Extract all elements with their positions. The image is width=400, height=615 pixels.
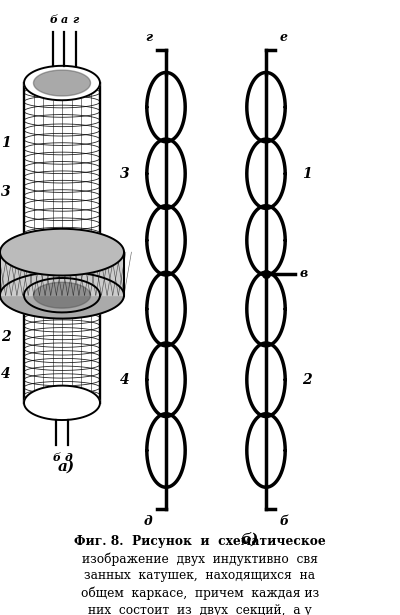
Text: б): б) — [241, 532, 259, 546]
Text: г: г — [72, 14, 79, 25]
Text: занных  катушек,  находящихся  на: занных катушек, находящихся на — [84, 569, 316, 582]
Text: 2: 2 — [302, 373, 312, 387]
Polygon shape — [24, 66, 100, 100]
Text: 1: 1 — [302, 167, 312, 181]
Text: изображение  двух  индуктивно  свя: изображение двух индуктивно свя — [82, 552, 318, 566]
Polygon shape — [34, 282, 90, 308]
Text: 1: 1 — [1, 136, 11, 150]
Text: б: б — [49, 14, 57, 25]
Text: 4: 4 — [1, 367, 11, 381]
Text: г: г — [145, 31, 152, 44]
Text: 3: 3 — [1, 185, 11, 199]
Text: общем  каркасе,  причем  каждая из: общем каркасе, причем каждая из — [81, 587, 319, 600]
Text: а): а) — [58, 460, 74, 474]
Text: них  состоит  из  двух  секций,  а у: них состоит из двух секций, а у — [88, 604, 312, 615]
Text: б: б — [280, 515, 289, 528]
Polygon shape — [24, 278, 100, 312]
Text: в: в — [300, 267, 308, 280]
Polygon shape — [0, 272, 124, 319]
Polygon shape — [0, 252, 124, 295]
Text: 2: 2 — [1, 330, 11, 344]
Polygon shape — [24, 235, 100, 269]
Text: Фиг. 8.  Рисунок  и  схематическое: Фиг. 8. Рисунок и схематическое — [74, 535, 326, 548]
Text: е: е — [280, 31, 288, 44]
Text: д: д — [64, 452, 72, 463]
Text: а: а — [61, 14, 68, 25]
Polygon shape — [34, 70, 90, 96]
Polygon shape — [24, 386, 100, 420]
Text: 4: 4 — [120, 373, 130, 387]
Text: д: д — [144, 515, 152, 528]
Text: б: б — [52, 452, 60, 463]
Polygon shape — [0, 229, 124, 276]
Text: 3: 3 — [120, 167, 130, 181]
